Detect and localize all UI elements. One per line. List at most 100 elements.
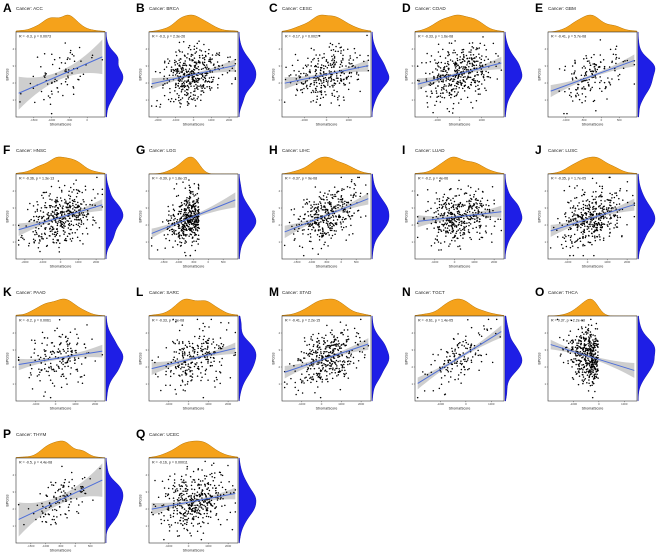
data-point [203,61,206,64]
data-point [348,360,350,362]
data-point [44,391,46,393]
data-point [470,343,473,345]
data-point [592,371,595,373]
correlation-label: R = -0.33, p = 9e-08 [152,319,184,323]
data-point [596,360,599,362]
data-point [588,379,590,381]
data-point [211,71,214,73]
data-point [337,374,340,376]
data-point [350,353,353,355]
data-point [437,73,440,75]
data-point [464,368,466,371]
data-point [34,101,36,104]
regression-line [151,199,236,234]
data-point [313,203,315,206]
data-point [619,187,622,190]
data-point [473,203,475,205]
data-point [300,350,303,353]
data-point [180,205,182,207]
data-point [361,351,364,353]
data-point [457,77,459,79]
data-point [341,201,344,203]
data-point [317,348,319,351]
data-point [599,81,601,84]
data-point [52,368,55,371]
data-point [196,318,199,321]
data-point [74,232,76,234]
data-point [475,48,477,51]
data-point [59,242,61,244]
data-point [51,368,53,371]
data-point [308,343,311,346]
data-point [338,95,340,97]
data-point [191,220,194,222]
data-point [437,231,440,234]
data-point [167,205,169,208]
data-point [447,63,450,66]
data-point [584,100,587,102]
data-point [560,243,563,246]
data-point [324,351,326,353]
data-point [443,68,446,70]
data-point [175,393,177,395]
data-point [443,203,445,206]
data-point [475,85,477,88]
data-point [73,60,76,62]
data-point [296,88,298,91]
data-point [301,392,304,394]
x-tick-label: -1000 [434,118,442,122]
cancer-label: Cancer: STAD [282,290,312,295]
data-point [434,238,437,240]
data-point [183,83,186,85]
data-point [181,80,183,82]
data-point [468,221,470,224]
data-point [343,99,345,101]
data-point [234,78,237,80]
data-point [335,75,338,77]
data-point [184,240,187,242]
data-point [197,220,200,222]
data-point [571,73,573,75]
data-point [614,48,617,50]
data-point [332,86,334,88]
data-point [36,375,39,377]
data-point [328,347,331,349]
data-point [58,246,60,249]
data-point [181,347,183,350]
data-point [606,224,609,226]
data-point [175,86,177,88]
data-point [36,233,38,235]
data-point [307,233,309,236]
data-point [449,221,452,224]
data-point [330,359,332,361]
data-point [608,66,611,68]
data-point [163,68,166,71]
data-point [73,198,76,201]
data-point [437,213,440,215]
data-point [473,344,476,347]
data-point [178,329,181,332]
data-point [578,375,581,377]
data-point [571,100,574,102]
data-point [356,210,359,212]
data-point [592,208,594,210]
y-tick-label: 3 [145,206,147,210]
data-point [452,230,455,232]
data-point [462,66,465,68]
data-point [348,215,350,218]
data-point [464,81,467,83]
data-point [584,71,587,74]
data-point [582,236,584,238]
data-point [581,222,583,224]
data-point [316,213,318,216]
data-point [452,197,454,200]
data-point [315,380,318,383]
data-point [600,229,602,231]
data-point [38,374,40,376]
data-point [327,64,330,66]
data-point [87,213,90,215]
data-point [194,88,196,90]
data-point [363,356,366,359]
data-point [328,367,331,370]
